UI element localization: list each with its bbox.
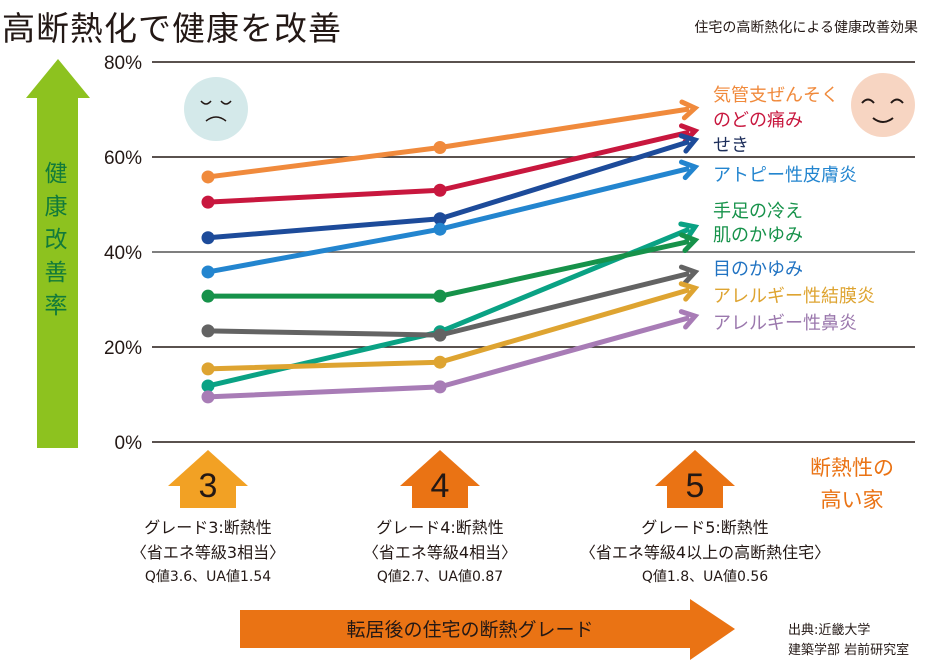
y-tick-label: 80% [104, 53, 142, 74]
series-0 [201, 99, 700, 184]
data-point [201, 324, 215, 338]
grade-4-line2: 〈省エネ等級4相当〉 [362, 543, 518, 562]
grade-4-values: Q値2.7、UA値0.87 [376, 569, 504, 585]
sad-face-icon [184, 77, 248, 141]
series-arrowhead [678, 221, 700, 242]
x-axis-arrow [240, 599, 735, 660]
y-tick-labels: 0% 20% 40% 60% 80% [104, 53, 142, 454]
legend-label: アトピー性皮膚炎 [713, 165, 857, 186]
series-arrowhead [679, 232, 700, 254]
legend-label: のどの痛み [713, 110, 803, 131]
source-line2: 建築学部 岩前研究室 [788, 643, 910, 658]
data-point [433, 289, 447, 303]
data-point [433, 380, 447, 394]
y-axis-arrow [26, 59, 90, 448]
data-point [201, 390, 215, 404]
series-7 [201, 281, 700, 376]
legend-label: 手足の冷え [713, 201, 803, 222]
grade-number: 3 [199, 467, 218, 505]
grade-number: 5 [686, 467, 705, 505]
data-point [201, 195, 215, 209]
series-arrowhead [678, 159, 700, 181]
series-arrowhead [678, 133, 700, 154]
y-tick-label: 20% [104, 338, 142, 359]
series-1 [201, 123, 700, 209]
series-2 [201, 133, 700, 245]
grade-number: 4 [431, 467, 450, 505]
legend-label: アレルギー性鼻炎 [713, 313, 857, 334]
series-arrowhead [679, 99, 700, 121]
y-tick-label: 0% [115, 433, 143, 454]
legend-label: 肌のかゆみ [713, 225, 803, 246]
series-6 [201, 264, 700, 342]
grade-5-description: グレード5:断熱性 〈省エネ等級4以上の高断熱住宅〉 Q値1.8、UA値0.56 [555, 515, 855, 590]
chart-subtitle: 住宅の高断熱化による健康改善効果 [694, 20, 918, 36]
series-arrowhead [678, 309, 700, 330]
series-line [207, 106, 690, 180]
house-shape [400, 450, 480, 508]
data-point [433, 222, 447, 236]
grade-3-values: Q値3.6、UA値1.54 [144, 569, 272, 585]
high-insulation-line2: 高い家 [820, 488, 884, 512]
y-tick-label: 60% [104, 148, 142, 169]
house-grade-4-icon: 4 [400, 450, 480, 508]
data-point [201, 170, 215, 184]
legend-label: 気管支ぜんそく [713, 85, 839, 106]
grade-3-description: グレード3:断熱性 〈省エネ等級3相当〉 Q値3.6、UA値1.54 [108, 515, 308, 590]
y-tick-label: 40% [104, 243, 142, 264]
page-title: 高断熱化で健康を改善 [2, 9, 342, 48]
high-insulation-line1: 断熱性の [810, 456, 894, 480]
legend-label: 目のかゆみ [713, 259, 803, 280]
house-grade-5-icon: 5 [655, 450, 735, 508]
grade-4-description: グレード4:断熱性 〈省エネ等級4相当〉 Q値2.7、UA値0.87 [340, 515, 540, 590]
grade-4-line1: グレード4:断熱性 [376, 518, 504, 537]
data-point [433, 212, 447, 226]
x-axis-label: 転居後の住宅の断熱グレード [346, 619, 593, 641]
series-3 [201, 159, 700, 279]
y-axis-label: 健康改善率 [41, 158, 71, 323]
data-point [433, 141, 447, 154]
data-point [201, 265, 215, 279]
series-8 [201, 309, 700, 404]
source-line1: 出典:近畿大学 [788, 623, 871, 638]
legend: 気管支ぜんそくのどの痛みせきアトピー性皮膚炎手足の冷え肌のかゆみ目のかゆみアレル… [713, 85, 875, 334]
series-arrowhead [678, 264, 700, 286]
grade-5-line1: グレード5:断熱性 [641, 518, 769, 537]
data-point [201, 362, 215, 376]
series-5 [201, 232, 700, 303]
series-arrowhead [678, 281, 700, 302]
high-insulation-label: 断熱性の 高い家 [810, 452, 894, 516]
data-point [433, 328, 447, 342]
source-credit: 出典:近畿大学 建築学部 岩前研究室 [788, 621, 909, 661]
house-shape [655, 450, 735, 508]
data-point [201, 289, 215, 303]
gridlines [152, 61, 915, 443]
grade-5-line2: 〈省エネ等級4以上の高断熱住宅〉 [579, 543, 831, 562]
series-line [208, 238, 690, 299]
house-shape [168, 450, 248, 508]
legend-label: アレルギー性結膜炎 [713, 286, 875, 307]
data-point [201, 231, 215, 245]
series-layer [201, 99, 700, 404]
happy-face-icon [851, 73, 915, 137]
y-axis-label-text: 健康改善率 [44, 161, 68, 319]
grade-houses: 3 4 5 [168, 450, 735, 508]
data-point [433, 183, 447, 197]
grade-3-line2: 〈省エネ等級3相当〉 [130, 543, 286, 562]
legend-label: せき [713, 135, 749, 156]
data-point [201, 379, 215, 393]
house-grade-3-icon: 3 [168, 450, 248, 508]
data-point [433, 355, 447, 369]
grade-3-line1: グレード3:断熱性 [144, 518, 272, 537]
grade-5-values: Q値1.8、UA値0.56 [641, 569, 769, 585]
